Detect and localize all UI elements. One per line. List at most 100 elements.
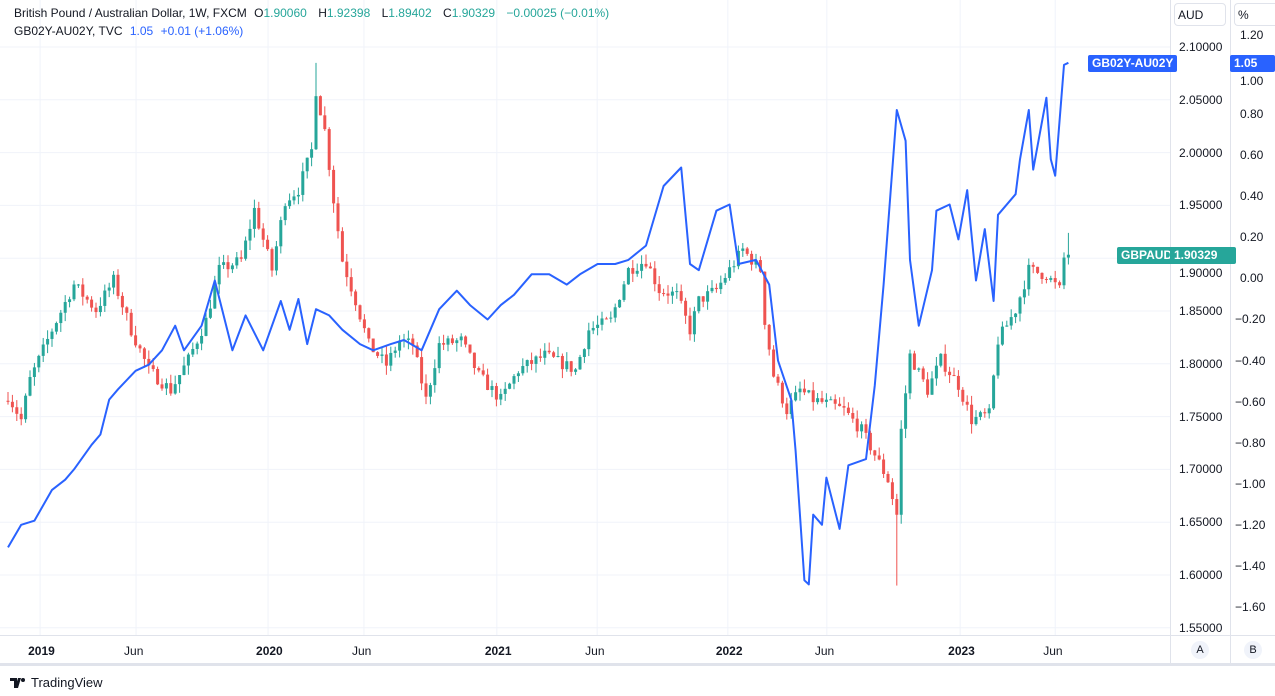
overlay-series-legend: GB02Y-AU02Y, TVC 1.05 +0.01 (+1.06%) bbox=[14, 24, 247, 38]
percent-tick-label: 0.80 bbox=[1240, 107, 1264, 122]
candle-body bbox=[477, 368, 481, 371]
candle-body bbox=[125, 307, 129, 313]
time-tick-label: Jun bbox=[124, 644, 144, 658]
chart-plot-area[interactable] bbox=[0, 0, 1170, 635]
candle-body bbox=[873, 450, 877, 456]
candle-body bbox=[296, 194, 300, 197]
percent-unit-selector[interactable]: % bbox=[1234, 3, 1275, 26]
candle-body bbox=[728, 267, 732, 278]
candle-body bbox=[261, 228, 265, 240]
candle-body bbox=[138, 345, 142, 349]
aud-tick-label: 1.55000 bbox=[1179, 620, 1223, 635]
candle-body bbox=[956, 375, 960, 390]
candle-body bbox=[32, 367, 36, 378]
main-series-legend: British Pound / Australian Dollar, 1W, F… bbox=[14, 6, 613, 20]
candle-body bbox=[446, 338, 450, 345]
candle-body bbox=[358, 305, 362, 320]
candle-body bbox=[851, 413, 855, 419]
candle-body bbox=[120, 295, 124, 308]
candle-body bbox=[46, 338, 50, 345]
candle-body bbox=[499, 393, 503, 400]
time-axis[interactable]: 2019 Jun 2020 Jun 2021 Jun 2022 Jun 2023 Jun bbox=[0, 635, 1170, 664]
auto-scale-a-button[interactable]: A bbox=[1191, 641, 1209, 659]
aud-unit-selector[interactable]: AUD bbox=[1174, 3, 1226, 26]
chart-canvas[interactable] bbox=[0, 0, 1170, 635]
candle-body bbox=[974, 416, 978, 425]
candle-body bbox=[961, 389, 965, 402]
candle-body bbox=[578, 357, 582, 370]
candle-body bbox=[63, 302, 67, 313]
candle-body bbox=[1058, 282, 1062, 286]
candle-body bbox=[1027, 264, 1031, 290]
candle-body bbox=[908, 353, 912, 394]
candle-body bbox=[164, 383, 168, 389]
candle-body bbox=[675, 291, 679, 293]
candle-body bbox=[204, 317, 208, 336]
candle-body bbox=[965, 401, 969, 405]
candle-body bbox=[609, 317, 613, 319]
tradingview-logo[interactable]: TradingView bbox=[10, 675, 103, 690]
candle-body bbox=[574, 369, 578, 372]
aud-tick-label: 1.95000 bbox=[1179, 198, 1223, 213]
candle-body bbox=[890, 482, 894, 500]
percent-price-axis[interactable]: 1.20 1.00 0.80 0.60 0.40 0.20 0.00 −0.20 −0.40 −0… bbox=[1230, 0, 1275, 635]
candle-body bbox=[895, 499, 899, 515]
percent-tick-label: −0.20 bbox=[1235, 312, 1266, 327]
candle-body bbox=[521, 366, 525, 374]
candle-body bbox=[970, 404, 974, 425]
candle-body bbox=[1040, 272, 1044, 279]
candle-body bbox=[428, 385, 432, 397]
candle-body bbox=[816, 398, 820, 403]
candle-body bbox=[323, 115, 327, 130]
divider bbox=[0, 663, 1275, 666]
candle-body bbox=[433, 368, 437, 386]
candle-body bbox=[701, 296, 705, 302]
candle-body bbox=[1005, 325, 1009, 327]
aud-price-axis[interactable]: 2.10000 2.05000 2.00000 1.95000 1.90000 1.850… bbox=[1170, 0, 1231, 635]
candle-body bbox=[389, 352, 393, 366]
candle-body bbox=[24, 395, 28, 420]
candle-body bbox=[230, 265, 234, 270]
candle-body bbox=[424, 383, 428, 397]
candle-body bbox=[750, 253, 754, 265]
candle-body bbox=[244, 240, 248, 259]
candle-body bbox=[98, 305, 102, 313]
low-label: L bbox=[381, 6, 389, 20]
candle-body bbox=[314, 96, 318, 150]
candle-body bbox=[195, 343, 199, 349]
candle-body bbox=[807, 390, 811, 393]
candle-body bbox=[1014, 313, 1018, 318]
candle-body bbox=[525, 360, 529, 367]
candle-body bbox=[904, 393, 908, 429]
candle-body bbox=[987, 408, 991, 414]
candle-body bbox=[406, 338, 410, 340]
brand-name: TradingView bbox=[31, 675, 103, 690]
candle-body bbox=[662, 293, 666, 295]
candle-body bbox=[235, 257, 239, 266]
candle-body bbox=[899, 428, 903, 515]
candle-body bbox=[213, 284, 217, 309]
scale-a-cell: A bbox=[1170, 635, 1231, 664]
time-tick-label: 2023 bbox=[948, 644, 975, 658]
candle-body bbox=[618, 299, 622, 308]
candle-body bbox=[332, 169, 336, 204]
candle-body bbox=[112, 274, 116, 288]
candle-body bbox=[626, 268, 630, 285]
candle-body bbox=[270, 249, 274, 271]
candle-body bbox=[798, 388, 802, 393]
candle-body bbox=[556, 356, 560, 358]
percent-tick-label: 1.20 bbox=[1240, 28, 1264, 42]
time-tick-label: Jun bbox=[585, 644, 605, 658]
candle-body bbox=[846, 407, 850, 414]
candle-body bbox=[785, 403, 789, 415]
time-tick-label: Jun bbox=[814, 644, 835, 658]
candle-body bbox=[1000, 326, 1004, 345]
candle-body bbox=[684, 300, 688, 316]
auto-scale-b-button[interactable]: B bbox=[1244, 641, 1262, 659]
candle-body bbox=[824, 399, 828, 402]
candle-body bbox=[76, 284, 80, 286]
candle-body bbox=[635, 270, 639, 274]
candle-body bbox=[640, 263, 644, 271]
candle-body bbox=[182, 365, 186, 376]
percent-tick-label: 0.40 bbox=[1240, 189, 1264, 204]
